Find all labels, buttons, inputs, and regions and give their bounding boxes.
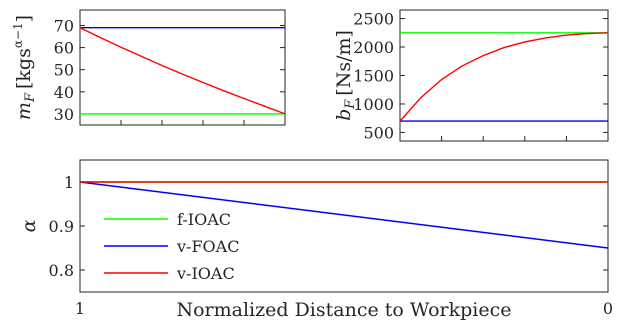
y-tick-label: 2500 xyxy=(353,10,394,29)
plot-frame xyxy=(79,159,609,293)
y-tick-label: 0.9 xyxy=(49,217,74,236)
legend: f-IOAC v-FOAC v-IOAC xyxy=(104,210,239,283)
y-tick-label: 0.8 xyxy=(49,261,74,280)
y-tick-label: 500 xyxy=(363,123,394,142)
legend-label: v-IOAC xyxy=(176,264,235,283)
y-tick-label: 1 xyxy=(64,173,74,192)
mass-chart: 30 40 50 60 70 mF[kgsα−1] xyxy=(11,9,286,126)
y-axis-label: mF[kgsα−1] xyxy=(11,15,38,120)
y-tick-label: 1000 xyxy=(353,95,394,114)
alpha-chart: 0.8 0.9 1 1 0 α Normalized Distance to Workpie… xyxy=(18,159,613,320)
plot-frame xyxy=(399,9,609,142)
y-tick-label: 40 xyxy=(54,83,74,102)
legend-label: f-IOAC xyxy=(177,210,231,229)
legend-label: v-FOAC xyxy=(176,237,239,256)
y-tick-label: 50 xyxy=(54,61,74,80)
y-tick-label: 30 xyxy=(54,105,74,124)
plot-frame xyxy=(79,9,286,126)
x-axis-label: Normalized Distance to Workpiece xyxy=(176,299,511,320)
series-line-v-foac xyxy=(79,181,609,249)
series-line-v-ioac xyxy=(79,27,286,115)
series-line-v-ioac xyxy=(399,32,609,122)
y-tick-label: 70 xyxy=(54,16,74,35)
x-tick-label: 0 xyxy=(603,299,613,318)
y-tick-label: 2000 xyxy=(353,38,394,57)
y-tick-label: 60 xyxy=(54,39,74,58)
x-tick-label: 1 xyxy=(75,299,85,318)
y-tick-label: 1500 xyxy=(353,67,394,86)
y-axis-label: bF[Ns/m] xyxy=(333,30,358,121)
y-axis-label: α xyxy=(18,219,40,232)
